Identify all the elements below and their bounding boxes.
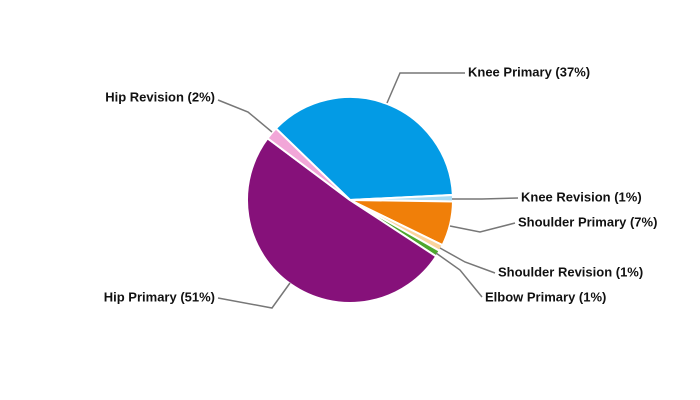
slice-label: Hip Revision (2%): [105, 89, 215, 104]
slice-label: Knee Primary (37%): [468, 64, 590, 79]
slice-label: Knee Revision (1%): [521, 189, 642, 204]
slice-label: Elbow Primary (1%): [485, 289, 606, 304]
slice-label: Hip Primary (51%): [104, 289, 215, 304]
pie-slice: [266, 127, 351, 201]
pie-slice: [274, 96, 454, 202]
pie-slice: [245, 136, 438, 304]
leader-line: [217, 99, 273, 133]
slice-label: Shoulder Primary (7%): [518, 214, 657, 229]
leader-line: [452, 197, 519, 200]
slice-label: Shoulder Revision (1%): [498, 264, 643, 279]
leader-line: [439, 247, 496, 274]
leader-line: [386, 72, 465, 104]
leader-line: [449, 222, 516, 233]
leader-line: [435, 252, 483, 298]
leader-line: [217, 282, 291, 309]
